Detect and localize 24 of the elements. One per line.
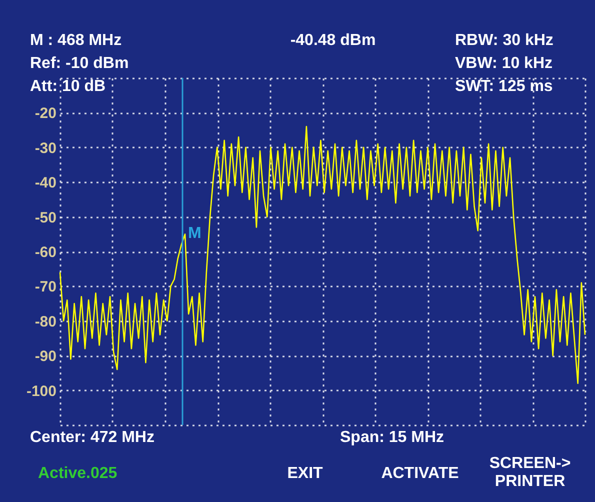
y-tick-label: -80	[34, 313, 56, 330]
text: Ref: -10 dBm	[30, 55, 129, 72]
text: -40.48 dBm	[290, 32, 376, 49]
text: RBW: 30 kHz	[455, 32, 554, 49]
y-tick-label: -70	[34, 278, 56, 296]
annotation: M	[188, 225, 202, 242]
text: ACTIVATE	[381, 465, 460, 482]
y-tick-label: -90	[34, 348, 56, 366]
y-tick-label: -50	[34, 209, 56, 226]
annotation: Att: 10 dB	[30, 78, 106, 95]
text: Center: 472 MHz	[30, 429, 154, 446]
annotation: SWT: 125 ms	[455, 78, 553, 95]
y-tick-label: -60	[34, 244, 56, 261]
text: EXIT	[287, 465, 324, 482]
y-tick-label: -100	[26, 382, 56, 400]
y-tick-label: -40	[34, 174, 56, 192]
text: VBW: 10 kHz	[455, 55, 553, 72]
y-tick-label: -20	[34, 105, 56, 122]
text: SCREEN-> PRINTER	[489, 455, 571, 490]
y-tick-label: -30	[34, 140, 56, 157]
line-series	[59, 126, 586, 384]
text: Span: 15 MHz	[340, 429, 444, 446]
text: Active.025	[38, 465, 118, 482]
text: M : 468 MHz	[30, 32, 122, 49]
